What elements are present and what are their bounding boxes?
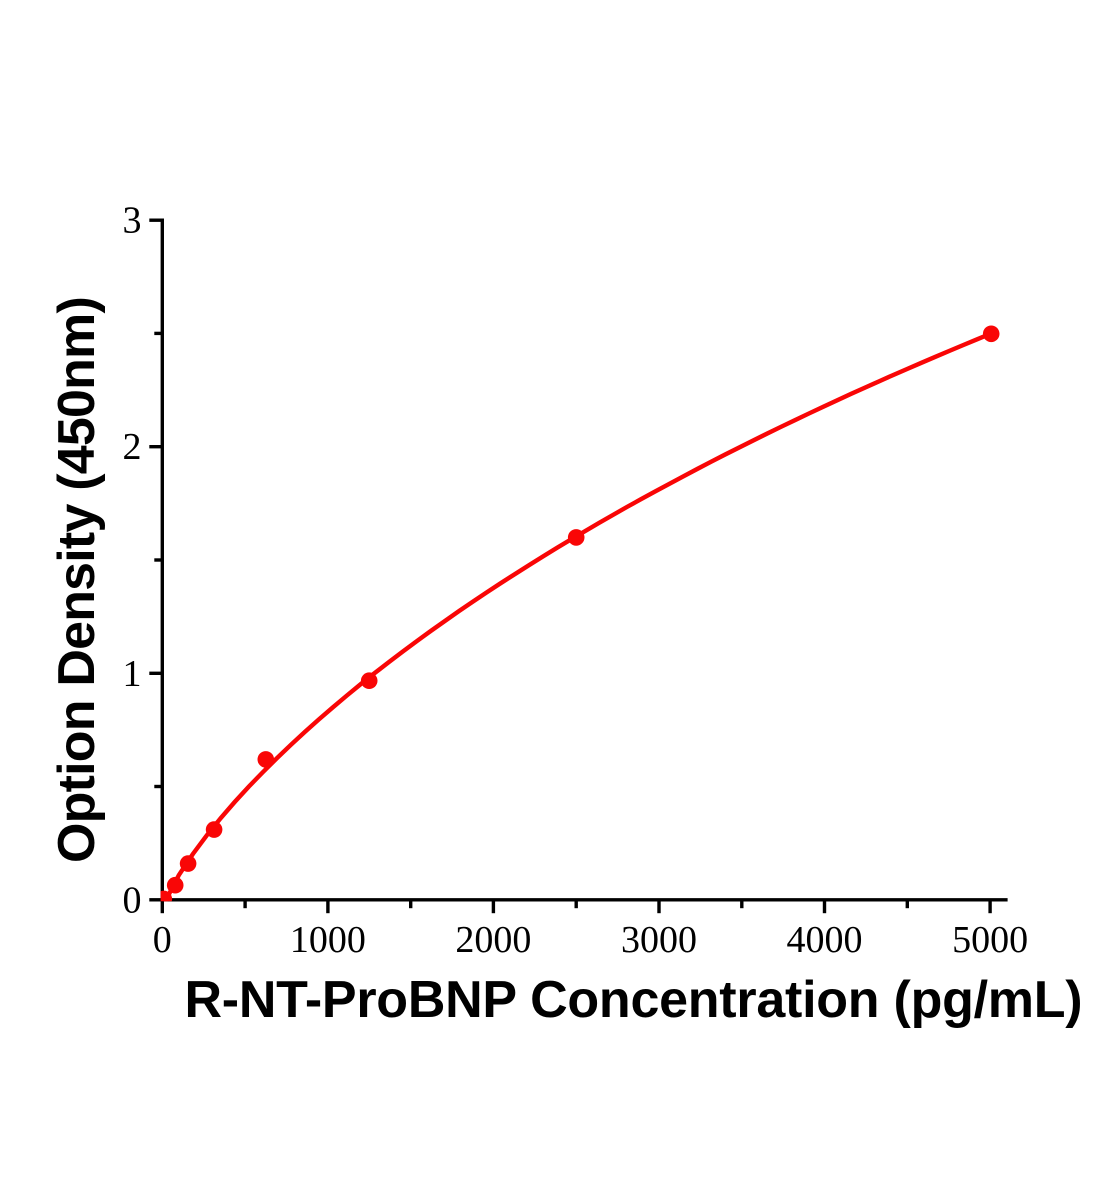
svg-text:R-NT-ProBNP Concentration (pg/: R-NT-ProBNP Concentration (pg/mL) [185,971,1083,1029]
svg-text:3000: 3000 [621,919,697,961]
svg-text:Option Density (450nm): Option Density (450nm) [48,297,106,863]
svg-text:3: 3 [123,200,142,242]
svg-text:1: 1 [123,653,142,695]
svg-text:0: 0 [123,879,142,921]
svg-text:2000: 2000 [455,919,531,961]
svg-text:0: 0 [153,919,172,961]
svg-text:1000: 1000 [290,919,366,961]
svg-text:5000: 5000 [952,919,1028,961]
svg-text:2: 2 [123,426,142,468]
svg-text:4000: 4000 [787,919,863,961]
